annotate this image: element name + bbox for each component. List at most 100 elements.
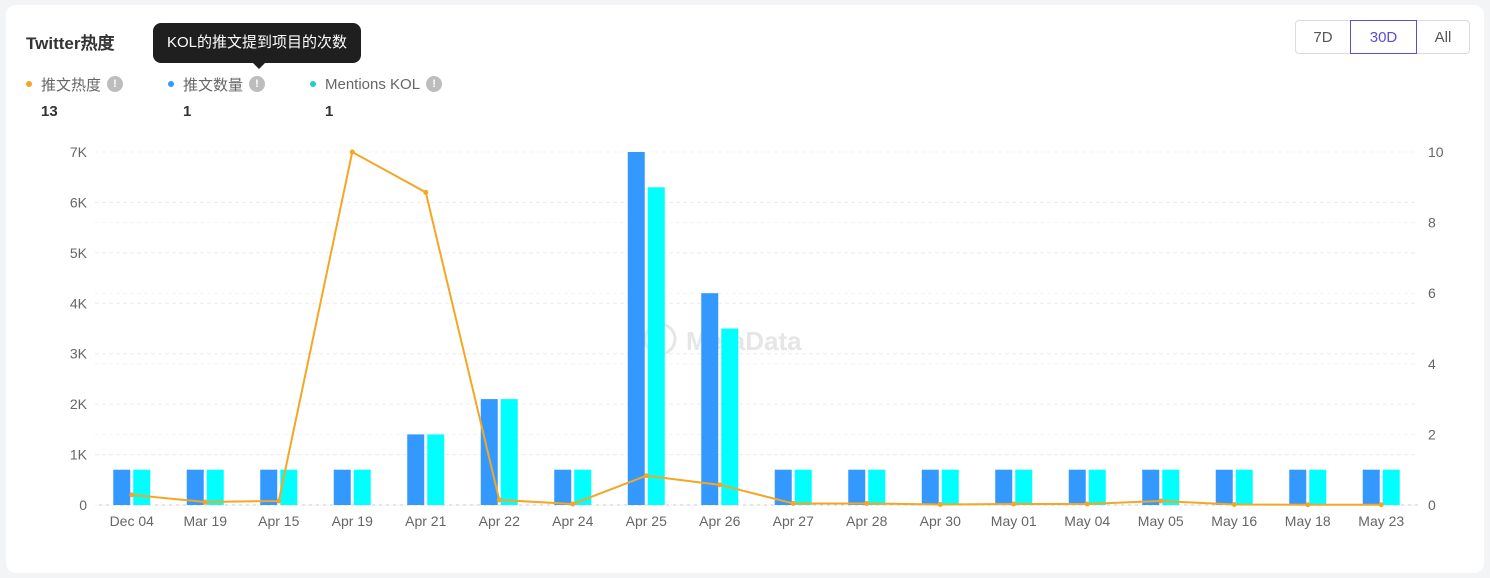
info-icon[interactable]: ! (426, 76, 443, 92)
line-point (1378, 502, 1384, 508)
bar-tweets (848, 469, 866, 505)
bar-tweets (554, 469, 572, 505)
bar-mentions (721, 328, 739, 505)
x-axis-tick: Apr 27 (773, 513, 814, 529)
legend-label-mentions: Mentions KOL (325, 75, 421, 93)
bar-mentions (1382, 469, 1400, 505)
range-all-button[interactable]: All (1417, 20, 1470, 54)
bar-tweets (701, 293, 719, 505)
bar-tweets (260, 469, 278, 505)
x-axis-tick: Mar 19 (183, 513, 227, 529)
range-30d-button[interactable]: 30D (1350, 20, 1417, 54)
bar-tweets (995, 469, 1013, 505)
line-point (1231, 501, 1237, 507)
bar-mentions (1162, 469, 1180, 505)
line-point (423, 189, 429, 195)
bar-mentions (1088, 469, 1106, 505)
bar-mentions (794, 469, 812, 505)
x-axis-tick: Apr 21 (405, 513, 446, 529)
left-axis-tick: 3K (70, 346, 88, 362)
tooltip: KOL的推文提到项目的次数 (153, 23, 362, 69)
info-icon[interactable]: ! (107, 76, 124, 92)
legend-label-tweets: 推文数量 (183, 76, 244, 94)
legend-mentions[interactable]: Mentions KOL ! (310, 74, 443, 94)
bar-tweets (1142, 469, 1160, 505)
bar-mentions (1235, 469, 1253, 505)
x-axis-tick: May 05 (1138, 513, 1184, 529)
left-axis-tick: 0 (79, 497, 87, 513)
bar-tweets (186, 469, 204, 505)
left-axis-tick: 5K (70, 245, 88, 261)
legend-value-tweets: 1 (183, 103, 192, 120)
line-point (1305, 502, 1311, 508)
bar-mentions (206, 469, 224, 505)
bar-mentions (1015, 469, 1033, 505)
bar-mentions (353, 469, 371, 505)
x-axis-tick: Apr 25 (626, 513, 667, 529)
bar-mentions (647, 187, 665, 506)
right-axis-tick: 8 (1428, 215, 1436, 231)
right-axis-tick: 10 (1428, 144, 1444, 160)
right-axis-tick: 6 (1428, 285, 1436, 301)
bar-tweets (1068, 469, 1086, 505)
line-heat (131, 150, 1382, 506)
legend-dot-mentions (310, 81, 316, 87)
line-point (1158, 498, 1164, 504)
line-point (570, 501, 576, 507)
line-point (276, 498, 282, 504)
x-axis-tick: May 23 (1358, 513, 1404, 529)
line-point (864, 500, 870, 506)
bar-tweets (1289, 469, 1307, 505)
right-axis-tick: 0 (1428, 497, 1436, 513)
bar-mentions (941, 469, 959, 505)
line-point (937, 501, 943, 507)
legend-dot-heat (26, 81, 32, 87)
range-selector: 7D 30D All (1295, 20, 1470, 54)
line-point (202, 499, 208, 505)
x-axis-tick: Apr 30 (920, 513, 961, 529)
bar-tweets (627, 152, 645, 505)
x-axis-tick: May 04 (1064, 513, 1110, 529)
bar-mentions (427, 434, 445, 505)
bar-tweets (1362, 469, 1380, 505)
bar-mentions (280, 469, 298, 505)
left-axis-tick: 2K (70, 396, 88, 412)
line-point (1084, 501, 1090, 507)
bar-tweets (921, 469, 939, 505)
right-axis-tick: 2 (1428, 426, 1436, 442)
line-point (1011, 501, 1017, 507)
bar-mentions (574, 469, 592, 505)
x-axis-tick: May 16 (1211, 513, 1257, 529)
range-7d-button[interactable]: 7D (1295, 20, 1350, 54)
info-icon[interactable]: ! (249, 76, 266, 92)
left-axis-tick: 4K (70, 295, 88, 311)
line-point (129, 492, 135, 498)
bar-tweets (333, 469, 351, 505)
card-title: Twitter热度 (26, 34, 115, 53)
bar-tweets (1215, 469, 1233, 505)
x-axis-tick: May 01 (991, 513, 1037, 529)
line-point (790, 500, 796, 506)
left-axis-tick: 6K (70, 194, 88, 210)
legend-heat[interactable]: 推文热度 ! (26, 74, 124, 94)
x-axis-tick: Apr 15 (258, 513, 299, 529)
x-axis-tick: Apr 28 (846, 513, 887, 529)
legend-tweets[interactable]: 推文数量 ! (168, 74, 266, 94)
bar-tweets (480, 399, 498, 505)
bar-mentions (1309, 469, 1327, 505)
legend-value-heat: 13 (41, 103, 58, 120)
bar-tweets (407, 434, 425, 505)
x-axis-tick: Apr 19 (332, 513, 373, 529)
legend-label-heat: 推文热度 (41, 76, 102, 94)
line-point (496, 497, 502, 503)
x-axis-tick: Dec 04 (110, 513, 155, 529)
bar-mentions (868, 469, 886, 505)
bar-mentions (133, 469, 151, 505)
legend-dot-tweets (168, 81, 174, 87)
line-point (643, 473, 649, 479)
left-axis-tick: 7K (70, 144, 88, 160)
bar-tweets (774, 469, 792, 505)
right-axis-tick: 4 (1428, 356, 1436, 372)
x-axis-tick: Apr 22 (479, 513, 520, 529)
